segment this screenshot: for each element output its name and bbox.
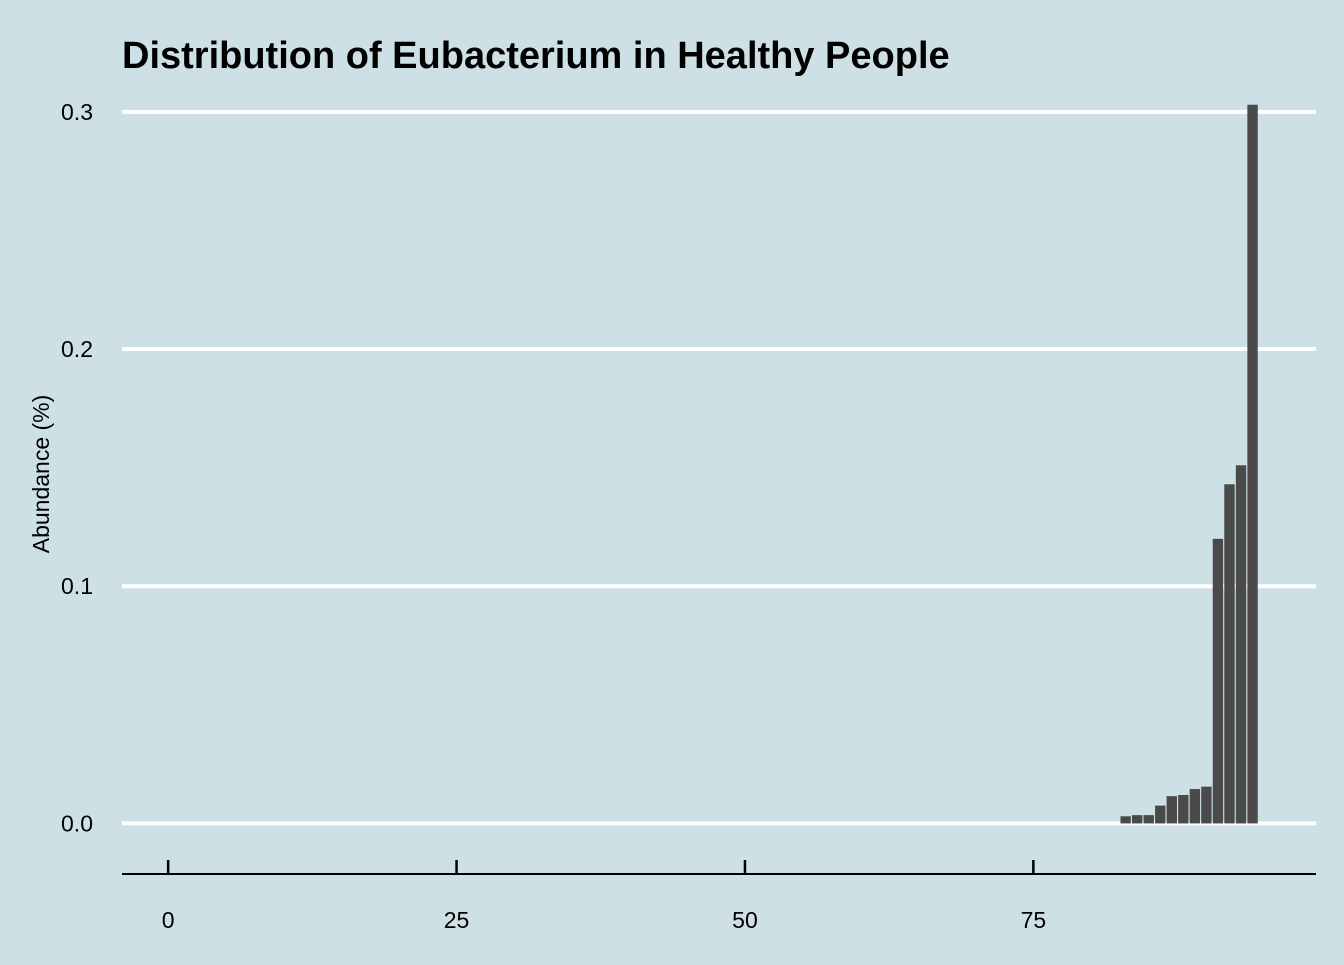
x-axis: 0 25 50 75	[122, 860, 1316, 933]
y-axis-label: Abundance (%)	[28, 395, 54, 554]
bar	[1166, 796, 1177, 824]
bar	[1189, 789, 1201, 824]
bar	[1247, 104, 1258, 824]
bar	[1212, 538, 1224, 824]
chart-title: Distribution of Eubacterium in Healthy P…	[122, 35, 950, 77]
bar	[1201, 786, 1212, 824]
bar	[1155, 805, 1166, 824]
bar	[1178, 794, 1189, 824]
gridlines	[122, 109, 1316, 826]
y-tick-label: 0.3	[61, 99, 93, 125]
y-tick-label: 0.2	[61, 336, 93, 362]
x-tick-label: 0	[162, 907, 175, 933]
bar	[1235, 465, 1247, 824]
bar	[1120, 816, 1131, 824]
x-tick-label: 25	[444, 907, 470, 933]
x-tick-label: 75	[1021, 907, 1047, 933]
x-tick-label: 50	[732, 907, 758, 933]
y-axis-ticks: 0.0 0.1 0.2 0.3	[61, 99, 93, 837]
bars	[1120, 104, 1258, 824]
y-tick-label: 0.1	[61, 573, 93, 599]
bar	[1131, 815, 1143, 824]
bar	[1224, 484, 1235, 824]
y-tick-label: 0.0	[61, 810, 93, 836]
bar	[1143, 815, 1154, 824]
